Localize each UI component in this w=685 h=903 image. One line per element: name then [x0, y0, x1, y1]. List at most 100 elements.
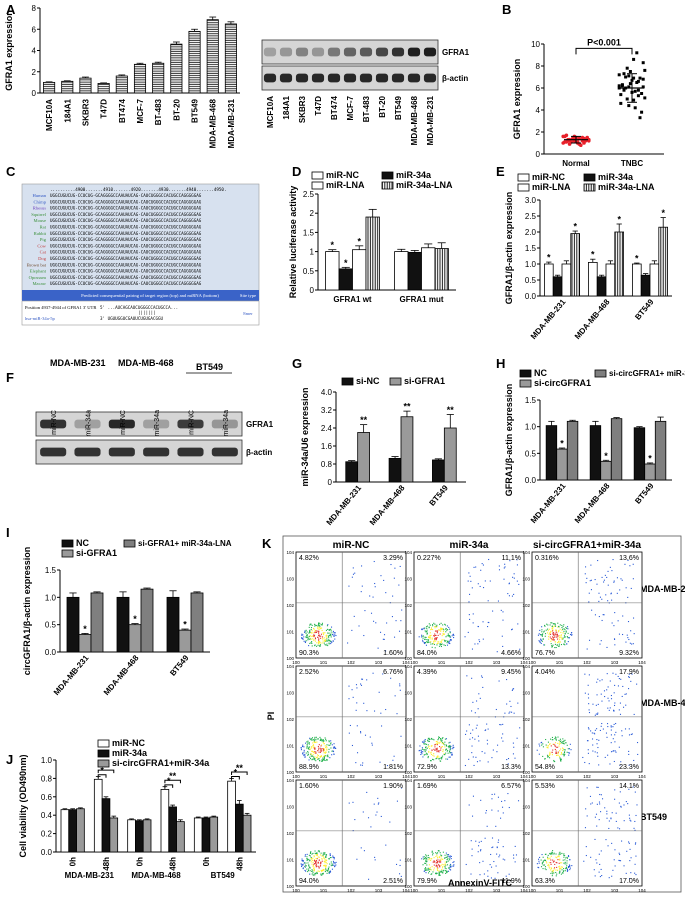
event-dot	[628, 764, 630, 766]
event-dot	[600, 725, 602, 727]
event-dot	[395, 620, 397, 622]
event-dot	[558, 866, 560, 868]
data-point	[628, 70, 632, 73]
event-dot	[477, 708, 479, 710]
event-dot	[445, 749, 447, 751]
event-dot	[619, 860, 622, 862]
y-tick-label: 2	[32, 68, 37, 77]
event-dot	[307, 740, 309, 742]
event-dot	[565, 630, 567, 632]
event-dot	[448, 626, 450, 628]
event-dot	[472, 729, 474, 731]
event-dot	[426, 857, 428, 860]
event-dot	[550, 872, 552, 875]
event-dot	[536, 749, 538, 751]
event-dot	[321, 744, 323, 746]
x-category-label: MDA-MB-468	[573, 297, 612, 341]
event-dot	[433, 864, 435, 866]
event-dot	[563, 630, 565, 632]
event-dot	[373, 710, 376, 712]
event-dot	[552, 639, 554, 641]
event-dot	[314, 863, 316, 865]
event-dot	[590, 730, 592, 732]
event-dot	[310, 739, 312, 741]
event-dot	[329, 854, 331, 857]
event-dot	[555, 738, 557, 740]
x-category-label: MCF10A	[45, 99, 54, 131]
event-dot	[317, 625, 319, 627]
x-tick-label: 101	[556, 660, 564, 665]
event-dot	[306, 634, 308, 636]
event-dot	[588, 709, 590, 711]
event-dot	[437, 857, 439, 859]
y-tick-label: 102	[404, 717, 412, 722]
event-dot	[495, 865, 497, 867]
x-tick-label: 103	[375, 888, 383, 893]
event-dot	[317, 865, 319, 867]
x-tick-label: 102	[465, 660, 473, 665]
event-dot	[560, 867, 562, 869]
event-dot	[627, 621, 630, 623]
event-dot	[380, 575, 382, 577]
event-dot	[588, 728, 590, 730]
event-dot	[430, 641, 432, 643]
event-dot	[421, 634, 423, 636]
x-tick-label: 102	[347, 774, 355, 779]
event-dot	[307, 871, 309, 873]
event-dot	[422, 864, 424, 866]
event-dot	[564, 870, 566, 872]
event-dot	[538, 858, 540, 860]
event-dot	[607, 686, 609, 688]
event-dot	[428, 867, 431, 869]
event-dot	[311, 641, 313, 643]
event-dot	[437, 640, 439, 643]
event-dot	[560, 758, 562, 760]
event-dot	[547, 857, 549, 859]
event-dot	[634, 843, 636, 845]
y-tick-label: 0.4	[41, 811, 53, 820]
event-dot	[438, 749, 440, 752]
y-tick-label: 0.0	[525, 292, 537, 301]
x-tick-label: 103	[375, 774, 383, 779]
event-dot	[318, 634, 320, 636]
event-dot	[544, 859, 546, 861]
event-dot	[425, 869, 427, 872]
event-dot	[321, 759, 323, 761]
table-header-bar	[22, 290, 259, 301]
event-dot	[482, 564, 484, 566]
event-dot	[426, 627, 428, 629]
event-dot	[438, 742, 440, 744]
event-dot	[322, 854, 325, 856]
event-dot	[432, 861, 434, 863]
event-dot	[314, 645, 316, 647]
event-dot	[318, 627, 320, 629]
event-dot	[610, 817, 612, 819]
event-dot	[315, 631, 317, 633]
event-dot	[561, 872, 564, 874]
event-dot	[383, 579, 385, 581]
event-dot	[514, 845, 516, 847]
event-dot	[449, 855, 451, 857]
event-dot	[448, 756, 450, 758]
x-category-label: BT549	[191, 98, 200, 123]
event-dot	[485, 812, 487, 814]
event-dot	[555, 739, 557, 741]
event-dot	[436, 751, 438, 753]
event-dot	[502, 812, 504, 814]
event-dot	[431, 866, 433, 868]
event-dot	[479, 874, 481, 876]
event-dot	[326, 640, 328, 642]
event-dot	[560, 635, 562, 637]
event-dot	[430, 858, 432, 860]
event-dot	[480, 849, 482, 851]
event-dot	[594, 579, 596, 581]
event-dot	[543, 859, 545, 862]
event-dot	[566, 635, 568, 638]
x-tick-label: 101	[438, 660, 446, 665]
data-point	[622, 72, 626, 76]
event-dot	[312, 632, 314, 634]
event-dot	[426, 855, 428, 857]
event-dot	[437, 856, 439, 858]
event-dot	[442, 632, 444, 635]
bar-si-GFRA1+ miR-34a-LNA	[90, 592, 104, 653]
